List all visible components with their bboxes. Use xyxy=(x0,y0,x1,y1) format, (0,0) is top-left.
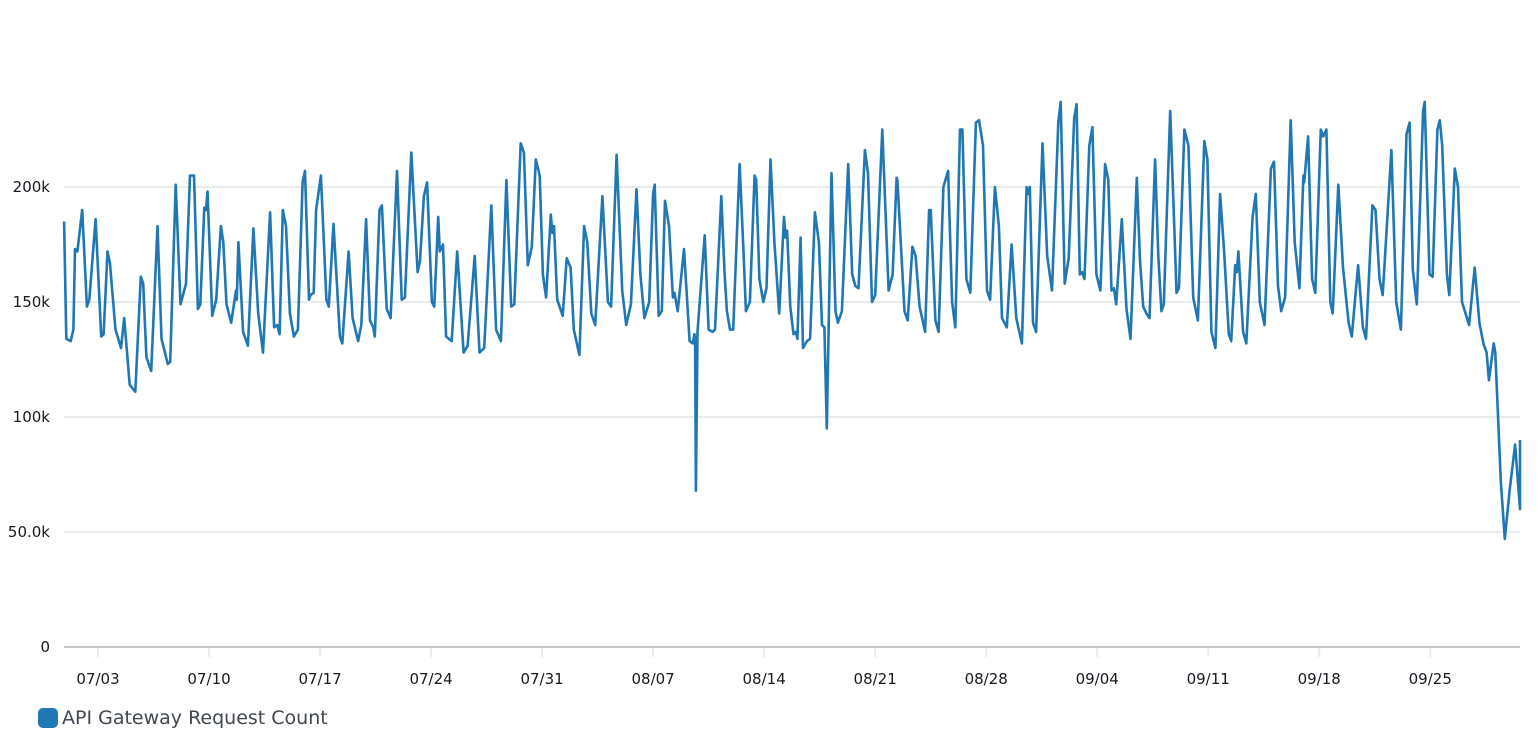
x-tick-label: 07/17 xyxy=(298,670,341,688)
y-tick-label: 150k xyxy=(13,293,51,311)
x-tick-label: 09/18 xyxy=(1298,670,1341,688)
legend-swatch-icon[interactable] xyxy=(38,708,58,728)
x-tick-label: 07/03 xyxy=(76,670,119,688)
x-tick-label: 07/24 xyxy=(409,670,452,688)
legend-label[interactable]: API Gateway Request Count xyxy=(62,707,328,729)
x-tick-label: 08/14 xyxy=(743,670,786,688)
legend: API Gateway Request Count xyxy=(38,707,328,729)
x-tick-label: 08/21 xyxy=(854,670,897,688)
y-axis: 0 50.0k 100k 150k 200k xyxy=(8,178,50,656)
y-tick-label: 200k xyxy=(13,178,51,196)
x-tick-label: 09/04 xyxy=(1076,670,1119,688)
y-tick-label: 100k xyxy=(13,408,51,426)
y-tick-label: 0 xyxy=(40,638,50,656)
x-tick-label: 09/11 xyxy=(1187,670,1230,688)
x-axis: 07/03 07/10 07/17 07/24 07/31 08/07 08/14 08/21… xyxy=(64,646,1520,688)
x-tick-label: 08/28 xyxy=(965,670,1008,688)
x-tick-label: 08/07 xyxy=(632,670,675,688)
x-tick-label: 07/10 xyxy=(187,670,230,688)
x-tick-label: 09/25 xyxy=(1409,670,1452,688)
series-line-api-gateway-request-count[interactable] xyxy=(62,100,1522,541)
x-tick-label: 07/31 xyxy=(520,670,563,688)
y-tick-label: 50.0k xyxy=(8,523,50,541)
